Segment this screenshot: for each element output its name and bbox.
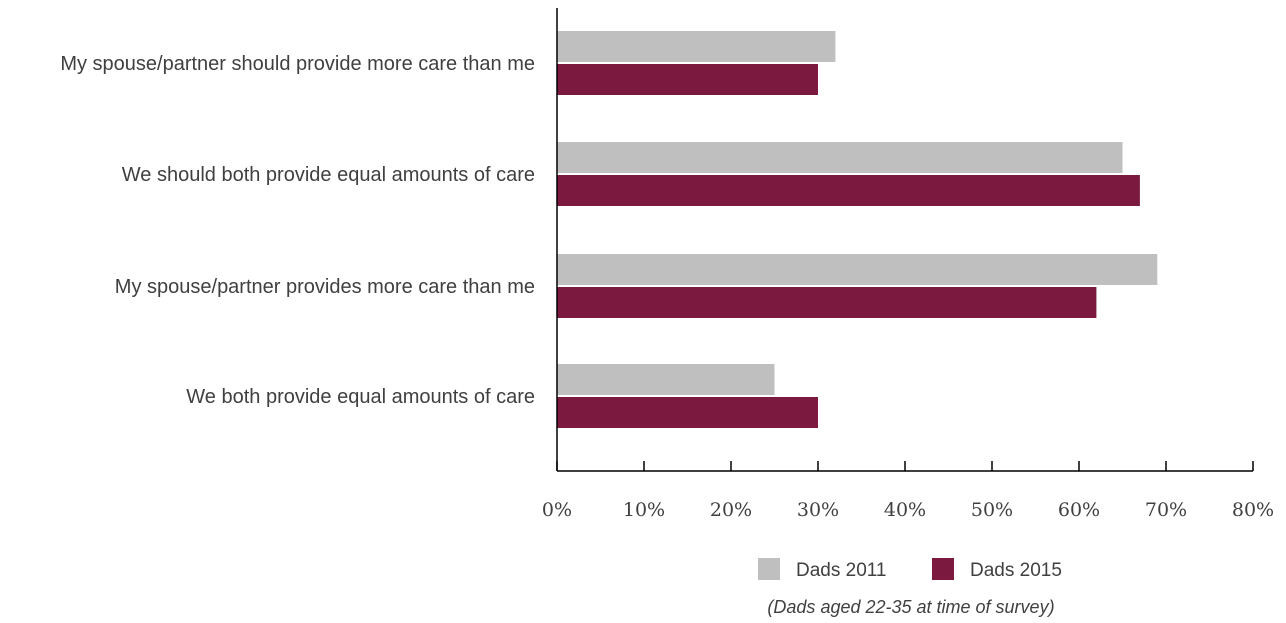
- bar-dads-2015-3: [557, 287, 1097, 318]
- bar-dads-2015-2: [557, 175, 1140, 206]
- x-axis-ticks: 0% 10% 20% 30% 40% 50% 60% 70% 80%: [542, 461, 1274, 521]
- legend-swatch-dads-2015: [932, 558, 954, 580]
- bar-dads-2011-2: [557, 142, 1123, 173]
- category-label: My spouse/partner should provide more ca…: [60, 53, 535, 75]
- legend-label: Dads 2011: [796, 560, 887, 581]
- bar-dads-2011-4: [557, 364, 775, 395]
- x-tick-label: 30%: [797, 499, 839, 521]
- bar-dads-2015-4: [557, 397, 818, 428]
- bar-dads-2011-1: [557, 31, 836, 62]
- x-tick-label: 80%: [1232, 499, 1274, 521]
- x-tick-label: 0%: [542, 499, 572, 521]
- category-label: We both provide equal amounts of care: [186, 386, 535, 408]
- bars: [557, 31, 1158, 428]
- category-labels: My spouse/partner should provide more ca…: [60, 53, 535, 408]
- legend-swatch-dads-2011: [758, 558, 780, 580]
- category-label: My spouse/partner provides more care tha…: [115, 276, 535, 298]
- x-tick-label: 70%: [1145, 499, 1187, 521]
- legend-label: Dads 2015: [970, 560, 1062, 581]
- x-tick-label: 40%: [884, 499, 926, 521]
- x-tick-label: 60%: [1058, 499, 1100, 521]
- x-tick-label: 50%: [971, 499, 1013, 521]
- bar-dads-2011-3: [557, 254, 1158, 285]
- footnote: (Dads aged 22-35 at time of survey): [767, 597, 1054, 617]
- legend: Dads 2011 Dads 2015: [758, 558, 1062, 581]
- x-tick-label: 20%: [710, 499, 752, 521]
- category-label: We should both provide equal amounts of …: [122, 164, 535, 186]
- x-tick-label: 10%: [623, 499, 665, 521]
- bar-dads-2015-1: [557, 64, 818, 95]
